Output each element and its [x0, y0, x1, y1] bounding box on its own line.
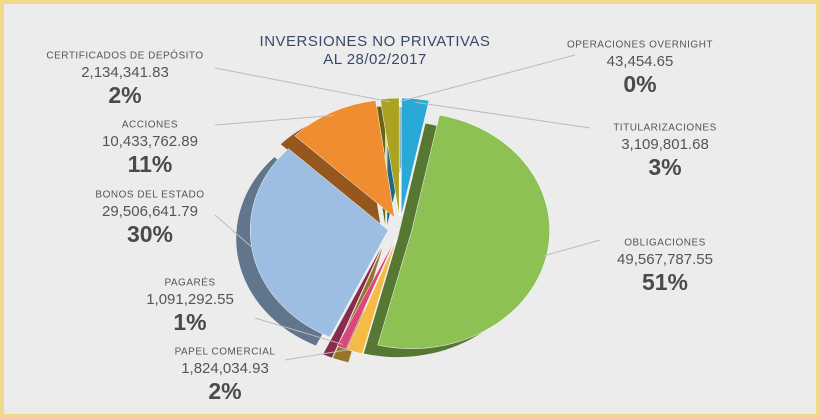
slice: [377, 114, 550, 349]
slice-amount: 1,091,292.55: [146, 291, 234, 308]
slice-amount: 10,433,762.89: [102, 133, 198, 150]
slice-name: CERTIFICADOS DE DEPÓSITO: [46, 49, 203, 62]
slice-side: [323, 247, 382, 358]
slice: [336, 238, 396, 350]
slice: [249, 148, 389, 338]
slice-percent: 11%: [128, 151, 173, 177]
slice-amount: 29,506,641.79: [102, 203, 198, 220]
leader-line: [214, 214, 257, 252]
slice-amount: 43,454.65: [607, 53, 674, 70]
slice-name: OPERACIONES OVERNIGHT: [567, 40, 713, 51]
slice-name: ACCIONES: [122, 120, 178, 131]
slice-percent: 0%: [623, 71, 656, 97]
slice-percent: 3%: [648, 154, 681, 180]
leader-line: [214, 114, 334, 126]
slice: [380, 97, 400, 217]
slice-percent: 51%: [642, 269, 688, 295]
leader-line: [400, 54, 576, 103]
chart-subtitle: AL 28/02/2017: [323, 51, 427, 68]
leader-line: [214, 67, 391, 103]
leader-line: [254, 317, 344, 345]
leader-line: [542, 239, 601, 257]
slice-amount: 1,824,034.93: [181, 360, 269, 377]
leader-line: [414, 101, 591, 129]
slice-percent: 1%: [173, 309, 206, 335]
leader-line: [284, 348, 356, 361]
slice-name: OBLIGACIONES: [624, 238, 706, 249]
chart-title: INVERSIONES NO PRIVATIVAS: [260, 33, 491, 50]
slice: [400, 97, 430, 217]
slice-amount: 2,134,341.83: [81, 64, 169, 81]
slice-amount: 49,567,787.55: [617, 251, 713, 268]
slice-percent: 30%: [127, 221, 173, 247]
slice-percent: 2%: [108, 82, 141, 108]
slice: [294, 100, 395, 218]
slice-percent: 2%: [208, 378, 241, 404]
slice-name: PAGARÉS: [164, 276, 215, 289]
slice-amount: 3,109,801.68: [621, 136, 709, 153]
slice-name: TITULARIZACIONES: [613, 123, 717, 134]
slice-name: BONOS DEL ESTADO: [95, 190, 204, 201]
slice-name: PAPEL COMERCIAL: [175, 347, 276, 358]
